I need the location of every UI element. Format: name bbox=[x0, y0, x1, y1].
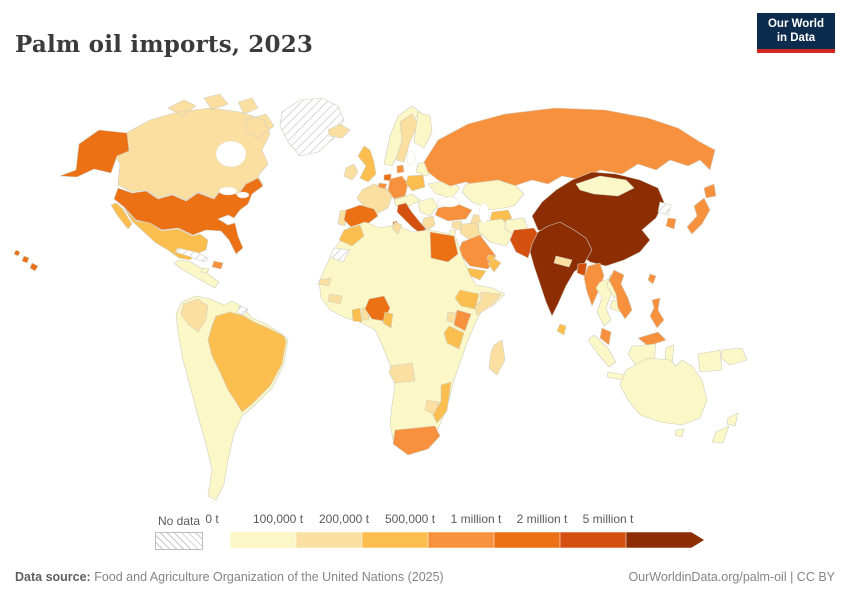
region-central-america[interactable] bbox=[173, 259, 220, 289]
country-sweden[interactable] bbox=[395, 113, 419, 163]
legend-tick-1: 100,000 t bbox=[252, 512, 304, 526]
country-russia[interactable] bbox=[423, 107, 716, 189]
country-united-states[interactable] bbox=[13, 129, 264, 272]
page-title: Palm oil imports, 2023 bbox=[15, 31, 314, 59]
data-source-label: Data source: bbox=[15, 570, 91, 584]
country-uae[interactable] bbox=[486, 254, 496, 262]
owid-logo-line1: Our World bbox=[767, 17, 824, 30]
country-ghana[interactable] bbox=[351, 307, 363, 323]
legend-segment-0[interactable] bbox=[230, 532, 296, 548]
country-senegal[interactable] bbox=[317, 277, 332, 287]
map-legend: No data 0 t 100,000 t 200,000 t 500,000 t 1 … bbox=[0, 508, 850, 556]
country-canada[interactable] bbox=[111, 93, 275, 201]
footer-link[interactable]: OurWorldinData.org/palm-oil | CC BY bbox=[628, 570, 835, 584]
owid-logo[interactable]: Our World in Data bbox=[757, 13, 835, 53]
country-poland[interactable] bbox=[405, 174, 426, 192]
country-new-zealand[interactable] bbox=[711, 412, 739, 444]
country-colombia[interactable] bbox=[180, 298, 209, 333]
region-balkans[interactable] bbox=[417, 197, 439, 217]
caspian-sea bbox=[478, 202, 490, 224]
country-japan[interactable] bbox=[686, 183, 717, 235]
owid-logo-line2: in Data bbox=[776, 32, 816, 44]
country-portugal[interactable] bbox=[337, 209, 347, 227]
country-ethiopia[interactable] bbox=[454, 289, 480, 310]
country-jamaica[interactable] bbox=[200, 267, 210, 274]
legend-segment-5[interactable] bbox=[560, 532, 626, 548]
country-tunisia[interactable] bbox=[391, 221, 403, 235]
baltic-sea bbox=[406, 150, 416, 166]
country-myanmar[interactable] bbox=[583, 262, 605, 307]
country-ireland[interactable] bbox=[343, 163, 359, 181]
legend-color-bar bbox=[230, 532, 704, 548]
legend-no-data-swatch[interactable] bbox=[155, 532, 203, 550]
chart-footer: Data source: Food and Agriculture Organi… bbox=[0, 562, 850, 600]
country-cameroon[interactable] bbox=[382, 311, 394, 329]
data-source: Data source: Food and Agriculture Organi… bbox=[15, 570, 444, 584]
world-map bbox=[13, 93, 748, 501]
country-greenland[interactable] bbox=[279, 97, 345, 157]
country-united-kingdom[interactable] bbox=[357, 145, 377, 183]
country-tanzania[interactable] bbox=[443, 325, 465, 350]
legend-tick-6: 5 million t bbox=[582, 512, 634, 526]
country-india[interactable] bbox=[529, 221, 593, 317]
region-central-europe[interactable] bbox=[393, 193, 421, 207]
legend-tick-0: 0 t bbox=[205, 512, 219, 526]
data-source-text: Food and Agriculture Organization of the… bbox=[90, 570, 444, 584]
country-taiwan[interactable] bbox=[647, 273, 657, 285]
country-egypt[interactable] bbox=[429, 231, 459, 263]
great-lakes-east bbox=[236, 191, 250, 199]
country-brazil[interactable] bbox=[207, 311, 287, 413]
country-french-guiana[interactable] bbox=[236, 305, 249, 317]
country-madagascar[interactable] bbox=[488, 339, 506, 376]
country-syria[interactable] bbox=[451, 220, 463, 231]
country-malaysia[interactable] bbox=[599, 327, 667, 347]
country-papua-new-guinea[interactable] bbox=[720, 347, 748, 366]
country-iceland[interactable] bbox=[327, 123, 351, 139]
legend-segment-6[interactable] bbox=[626, 532, 704, 548]
legend-no-data-label: No data bbox=[157, 514, 201, 528]
country-sri-lanka[interactable] bbox=[556, 323, 567, 336]
country-greece[interactable] bbox=[421, 215, 436, 231]
country-belgium[interactable] bbox=[377, 182, 388, 190]
legend-segment-2[interactable] bbox=[362, 532, 428, 548]
legend-segment-4[interactable] bbox=[494, 532, 560, 548]
legend-tick-4: 1 million t bbox=[450, 512, 502, 526]
country-finland[interactable] bbox=[413, 111, 433, 149]
region-guinea[interactable] bbox=[327, 293, 343, 305]
country-mozambique[interactable] bbox=[432, 381, 452, 424]
country-germany[interactable] bbox=[387, 175, 409, 200]
country-somalia[interactable] bbox=[474, 291, 502, 316]
country-philippines[interactable] bbox=[649, 297, 665, 329]
country-kenya[interactable] bbox=[453, 309, 472, 332]
country-kazakhstan[interactable] bbox=[461, 179, 525, 211]
country-western-sahara[interactable] bbox=[329, 247, 351, 263]
country-australia[interactable] bbox=[619, 357, 708, 438]
country-dominican-republic[interactable] bbox=[211, 260, 224, 270]
legend-tick-3: 500,000 t bbox=[384, 512, 436, 526]
country-vietnam[interactable] bbox=[608, 269, 633, 320]
country-angola[interactable] bbox=[388, 362, 416, 384]
country-iran[interactable] bbox=[477, 218, 515, 247]
country-nepal[interactable] bbox=[553, 255, 573, 268]
country-mongolia[interactable] bbox=[575, 175, 635, 197]
country-south-africa[interactable] bbox=[392, 425, 441, 456]
legend-tick-5: 2 million t bbox=[516, 512, 568, 526]
great-lakes-west bbox=[218, 186, 238, 196]
hudson-bay bbox=[215, 140, 247, 168]
country-south-korea[interactable] bbox=[665, 217, 677, 230]
country-denmark[interactable] bbox=[396, 164, 405, 174]
legend-segment-1[interactable] bbox=[296, 532, 362, 548]
country-cuba[interactable] bbox=[174, 247, 209, 263]
black-sea bbox=[437, 196, 461, 208]
country-north-korea[interactable] bbox=[657, 201, 672, 216]
legend-segment-3[interactable] bbox=[428, 532, 494, 548]
legend-tick-2: 200,000 t bbox=[318, 512, 370, 526]
country-mexico[interactable] bbox=[110, 202, 209, 261]
country-spain[interactable] bbox=[343, 204, 379, 229]
world-map-container bbox=[0, 72, 850, 508]
country-morocco[interactable] bbox=[338, 224, 365, 247]
